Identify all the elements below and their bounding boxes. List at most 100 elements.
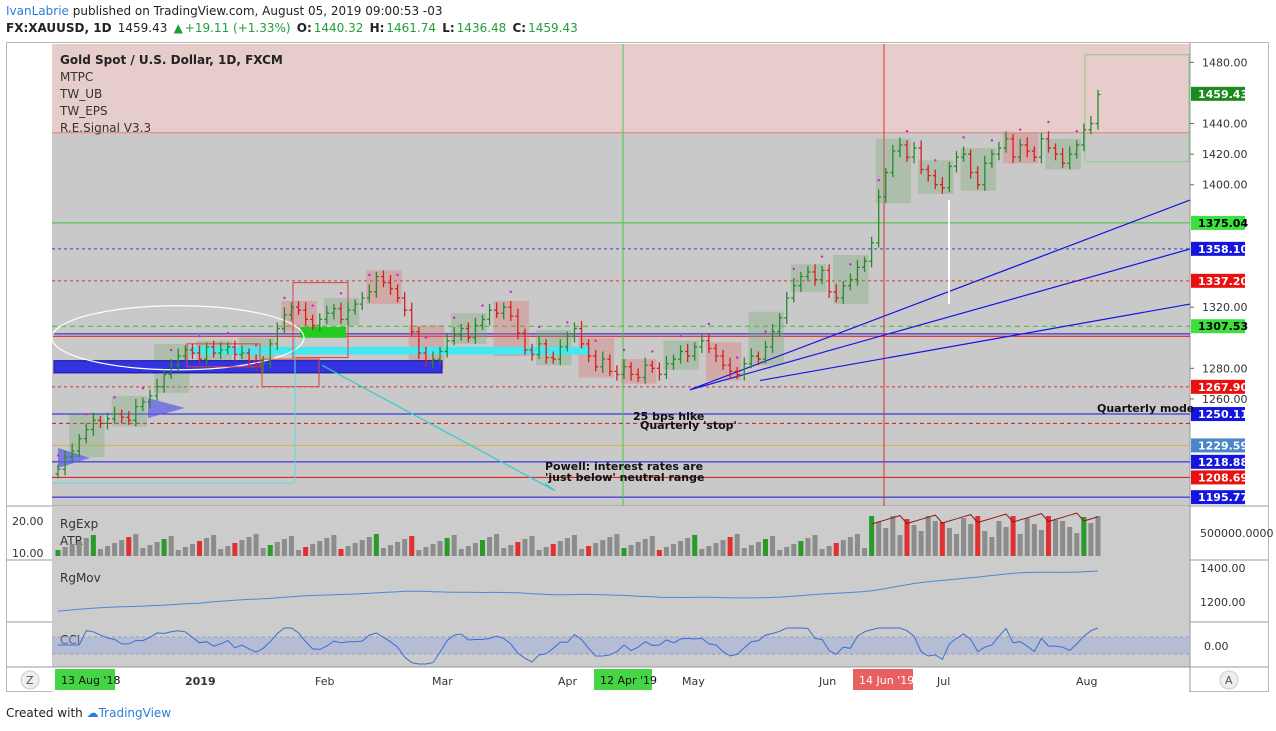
legend-item-tw-eps[interactable]: TW_EPS — [60, 104, 108, 118]
price-bar — [968, 149, 974, 179]
signal-dot — [792, 267, 795, 271]
volume-bar — [1095, 516, 1101, 556]
zoom-left-button[interactable] — [20, 670, 40, 690]
volume-bar — [883, 528, 889, 556]
price-bar — [62, 450, 68, 476]
price-bar — [805, 265, 811, 282]
price-bar — [628, 362, 634, 381]
price-bar — [76, 434, 82, 458]
price-bar — [253, 344, 259, 372]
atr-line — [871, 512, 1099, 525]
price-bar — [1095, 89, 1101, 130]
price-label-box — [1191, 379, 1245, 394]
price-bar — [911, 141, 917, 164]
volume-bar — [388, 545, 394, 556]
signal-dot — [113, 396, 116, 399]
date-marker-text: 13 Aug '18 — [61, 674, 121, 687]
month-label: May — [682, 675, 705, 688]
volume-bar — [579, 549, 585, 556]
volume-bar — [614, 534, 620, 556]
legend-item-mtpc[interactable]: MTPC — [60, 70, 94, 84]
auto-scale-button[interactable] — [1219, 670, 1239, 690]
price-bar — [465, 322, 471, 343]
volume-bar — [975, 516, 981, 556]
volume-bar — [416, 550, 422, 556]
price-bar — [826, 264, 832, 298]
volume-bar — [189, 544, 195, 556]
price-bar — [1074, 129, 1080, 159]
price-bar — [1024, 137, 1030, 158]
volume-bar — [770, 536, 776, 556]
price-label-text: 1358.10 — [1198, 243, 1248, 256]
volume-bar — [260, 548, 266, 556]
date-marker-box — [55, 669, 115, 690]
volume-bar — [232, 543, 238, 556]
volume-bar — [621, 548, 627, 556]
tradingview-brand[interactable]: TradingView — [98, 706, 172, 720]
cci-tick: 0.00 — [1204, 640, 1229, 653]
rgexp-tick: 10.00 — [12, 547, 44, 560]
price-bar — [869, 236, 875, 268]
price-bar — [508, 290, 514, 321]
volume-bar — [423, 547, 429, 556]
signal-dot — [396, 273, 399, 277]
legend-title: Gold Spot / U.S. Dollar, 1D, FXCM — [60, 53, 283, 67]
signal-dot — [368, 273, 371, 277]
price-label-text: 1229.59 — [1198, 439, 1248, 452]
price-bar — [996, 141, 1002, 161]
footer: Created with ☁TradingView — [6, 706, 171, 720]
signal-dot — [311, 304, 314, 307]
month-label: Aug — [1076, 675, 1097, 688]
price-bar — [989, 139, 995, 168]
cyan-arrow — [321, 364, 556, 492]
volume-bar — [168, 536, 174, 556]
volume-bar — [402, 539, 408, 556]
volume-bar — [706, 546, 712, 556]
price-bar — [883, 167, 889, 204]
author-link[interactable]: IvanLabrie — [6, 4, 69, 18]
signal-dot — [679, 334, 682, 338]
volume-bar — [571, 535, 577, 556]
volume-bar — [734, 534, 740, 556]
signal-dot — [85, 413, 88, 416]
volume-bar — [812, 535, 818, 556]
change-value: +19.11 (+1.33%) — [184, 21, 291, 35]
volume-bar — [126, 537, 132, 556]
price-bar — [939, 177, 945, 194]
price-bar — [798, 271, 804, 292]
volume-tick: 500000.0000 — [1200, 527, 1273, 540]
legend-item-re-signal[interactable]: R.E.Signal V3.3 — [60, 121, 152, 135]
signal-dot — [1047, 120, 1050, 124]
volume-bar — [692, 535, 698, 556]
volume-bar — [890, 516, 896, 556]
price-bar — [812, 264, 818, 286]
price-bar — [543, 339, 549, 364]
month-label: 2019 — [185, 675, 216, 688]
volume-bar — [1024, 518, 1030, 556]
price-bar — [621, 348, 627, 380]
volume-bar — [494, 534, 500, 556]
price-bar — [409, 302, 415, 337]
price-label-text: 1267.90 — [1198, 381, 1248, 394]
price-bar — [487, 304, 493, 326]
volume-bar — [196, 541, 202, 556]
price-label-text: 1208.69 — [1198, 471, 1248, 484]
price-bar — [161, 369, 167, 393]
price-bar — [112, 396, 118, 424]
open-label: O: — [296, 21, 312, 35]
signal-dot — [169, 348, 173, 352]
volume-bar — [182, 547, 188, 556]
price-bar — [430, 351, 436, 369]
volume-bar — [1067, 527, 1073, 556]
annotation-quarterly-mode: Quarterly mode — [1097, 402, 1194, 415]
volume-bar — [635, 542, 641, 556]
volume-bar — [529, 536, 535, 556]
legend-item-tw-ub[interactable]: TW_UB — [60, 87, 103, 101]
rgexp-label: RgExp — [60, 517, 98, 531]
signal-dot — [424, 336, 428, 339]
change-arrow-icon: ▲ — [173, 21, 183, 35]
signal-dot — [707, 322, 711, 326]
signal-dot — [509, 290, 512, 294]
price-bar — [444, 334, 450, 358]
